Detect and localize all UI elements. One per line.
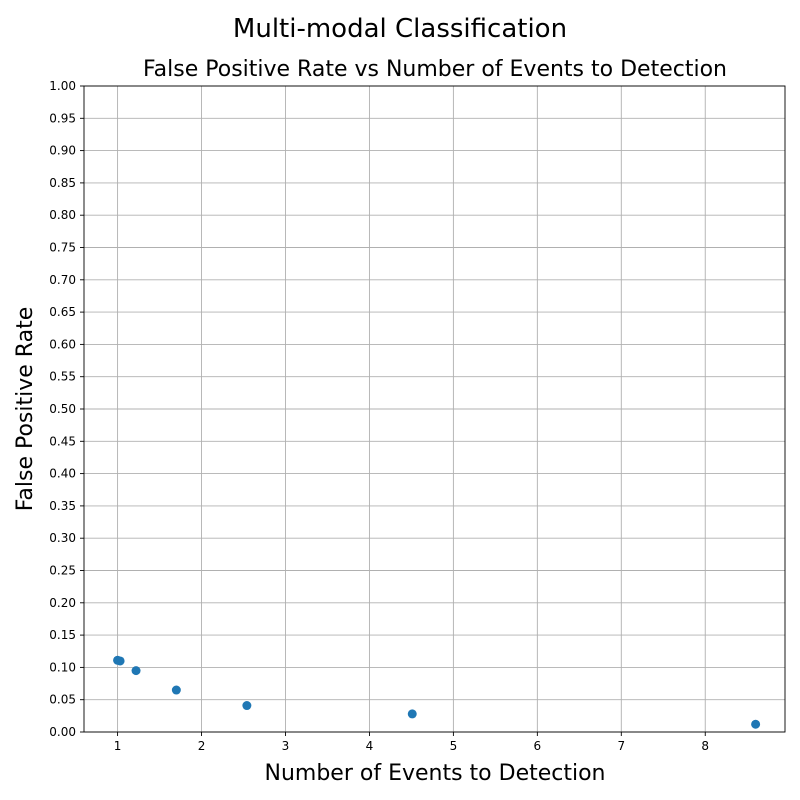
x-tick-label: 2 [198, 739, 206, 753]
y-tick-label: 0.55 [49, 370, 76, 384]
y-tick-label: 0.15 [49, 628, 76, 642]
y-tick-label: 0.90 [49, 144, 76, 158]
chart-title: False Positive Rate vs Number of Events … [143, 57, 727, 82]
y-tick-label: 0.10 [49, 660, 76, 674]
x-tick-label: 8 [701, 739, 709, 753]
y-tick-label: 0.80 [49, 208, 76, 222]
y-tick-label: 0.00 [49, 725, 76, 739]
y-tick-label: 0.05 [49, 693, 76, 707]
plot-area-frame [83, 85, 786, 733]
x-tick-label: 4 [366, 739, 374, 753]
axis-ticks: 1 2 3 4 5 6 7 8 0.00 0.05 0.10 0.15 0.20 0.25 0.30 0.35… [49, 79, 709, 753]
x-axis-label: Number of Events to Detection [265, 761, 606, 786]
x-tick-label: 3 [282, 739, 290, 753]
y-tick-label: 0.65 [49, 305, 76, 319]
y-tick-label: 0.75 [49, 241, 76, 255]
grid-lines [84, 85, 785, 733]
y-tick-label: 0.70 [49, 273, 76, 287]
y-tick-label: 1.00 [49, 79, 76, 93]
y-tick-label: 0.85 [49, 176, 76, 190]
x-tick-label: 1 [114, 739, 122, 753]
data-point [131, 666, 141, 676]
data-point [171, 685, 181, 695]
data-point [407, 709, 417, 719]
data-points [113, 655, 761, 729]
y-tick-label: 0.50 [49, 402, 76, 416]
x-tick-label: 6 [534, 739, 542, 753]
x-tick-label: 7 [617, 739, 625, 753]
data-point [242, 701, 252, 711]
chart-suptitle: Multi-modal Classification [233, 14, 567, 44]
x-tick-label: 5 [450, 739, 458, 753]
y-tick-label: 0.40 [49, 467, 76, 481]
y-tick-label: 0.20 [49, 596, 76, 610]
y-tick-label: 0.25 [49, 564, 76, 578]
y-tick-label: 0.35 [49, 499, 76, 513]
data-point [751, 719, 761, 729]
y-axis-label: False Positive Rate [13, 307, 38, 511]
y-tick-label: 0.30 [49, 531, 76, 545]
y-tick-label: 0.60 [49, 337, 76, 351]
data-point [115, 656, 125, 666]
y-tick-label: 0.45 [49, 434, 76, 448]
y-tick-label: 0.95 [49, 111, 76, 125]
